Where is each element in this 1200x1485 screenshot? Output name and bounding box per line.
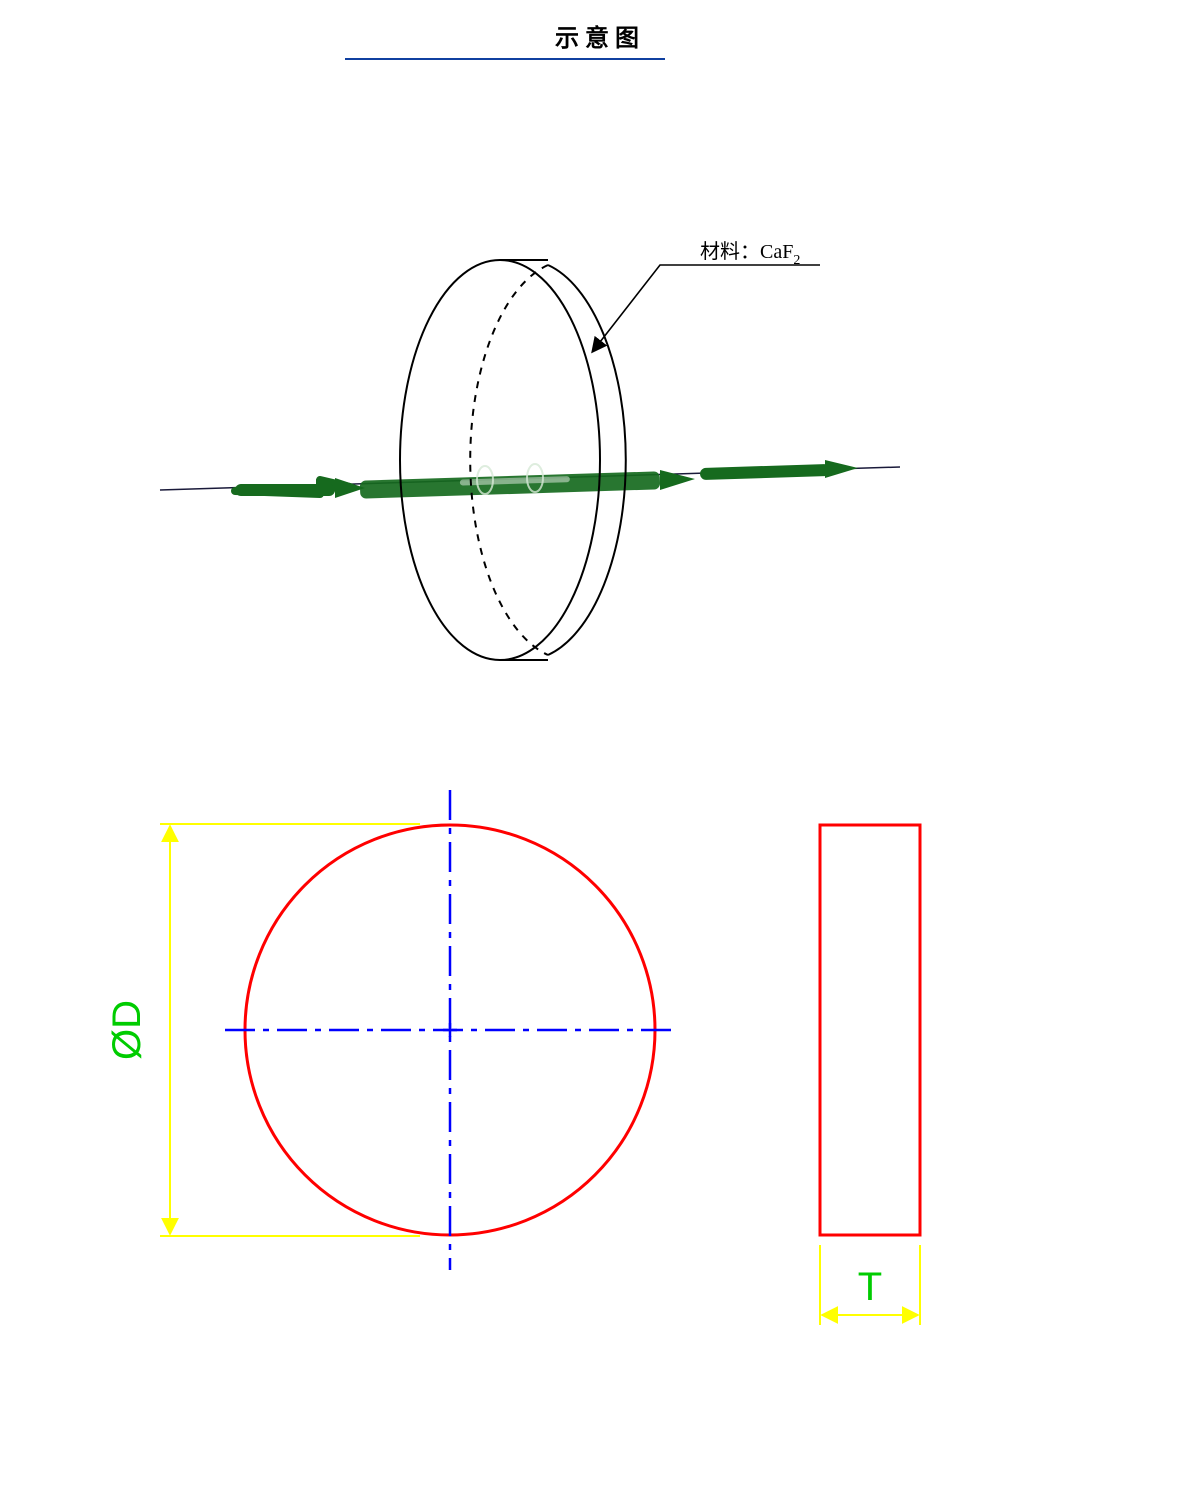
dim-t-label: T: [858, 1265, 882, 1309]
title-underline: [345, 58, 665, 60]
page-title: 示意图: [0, 18, 1200, 53]
material-label-prefix: 材料：: [700, 240, 760, 263]
beam-seg1-rect: [235, 484, 335, 496]
diagram-canvas: 材料：CaF2 ØD: [0, 0, 1200, 1485]
beam-seg3-head: [825, 460, 858, 478]
material-label: 材料：CaF2: [700, 240, 800, 268]
beam-seg3-rect: [700, 464, 830, 480]
thickness-dimension: T: [820, 1245, 920, 1325]
beam-arrows: [235, 460, 858, 499]
material-label-value: CaF: [760, 241, 793, 263]
side-view-rect: [820, 825, 920, 1235]
material-leader-line: [600, 265, 820, 342]
page-root: 示意图: [0, 0, 1200, 1485]
isometric-view: 材料：CaF2: [160, 240, 900, 660]
orthographic-views: ØD T: [105, 790, 920, 1325]
material-label-subscript: 2: [793, 253, 800, 268]
dim-d-label: ØD: [105, 1000, 149, 1060]
disc-front-face: [400, 260, 600, 660]
beam-seg2-rect: [360, 471, 660, 498]
disc-back-face-hidden: [470, 265, 548, 655]
title-text: 示意图: [555, 26, 645, 52]
